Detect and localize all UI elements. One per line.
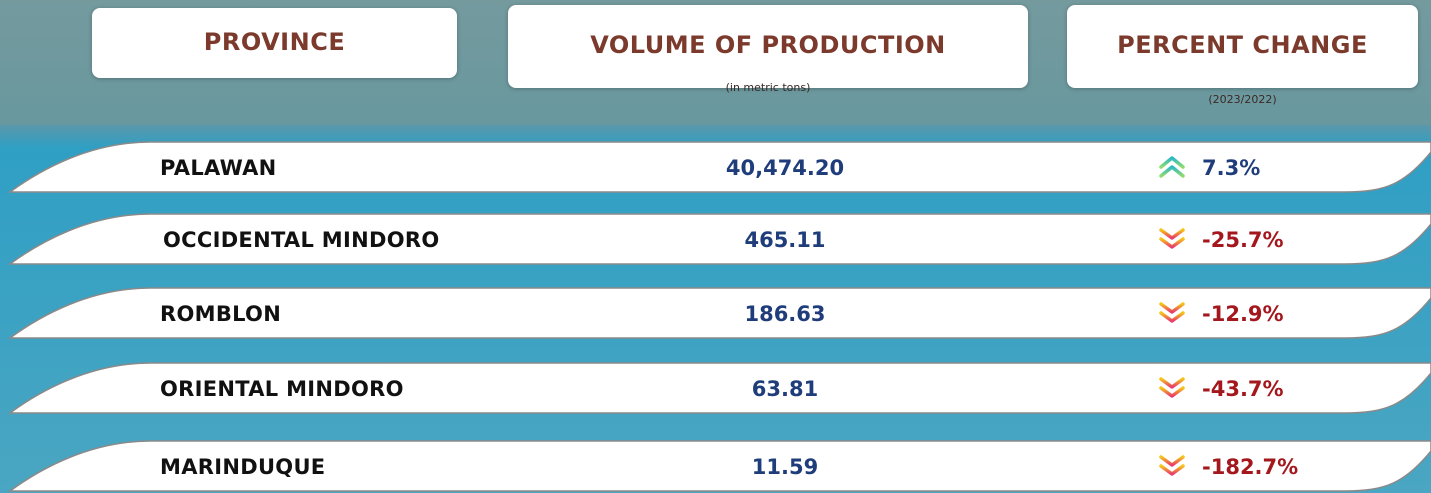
volume: 40,474.20 (635, 153, 935, 183)
percent-change: -182.7% (1202, 452, 1298, 482)
province: OCCIDENTAL MINDORO (163, 225, 439, 255)
header-cell: VOLUME OF PRODUCTION (in metric tons) (508, 5, 1028, 88)
header-cell: PERCENT CHANGE (2023/2022) (1067, 5, 1418, 88)
volume: 465.11 (635, 225, 935, 255)
header-subtitle: (in metric tons) (508, 81, 1028, 94)
header-title: VOLUME OF PRODUCTION (508, 31, 1028, 59)
volume: 186.63 (635, 299, 935, 329)
percent-change: -12.9% (1202, 299, 1284, 329)
percent-change: 7.3% (1202, 153, 1260, 183)
volume: 11.59 (635, 452, 935, 482)
province: MARINDUQUE (160, 452, 325, 482)
percent-change: -25.7% (1202, 225, 1284, 255)
header-subtitle: (2023/2022) (1067, 93, 1418, 106)
province: ROMBLON (160, 299, 281, 329)
province: PALAWAN (160, 153, 277, 183)
header-title: PROVINCE (92, 28, 457, 56)
header-title: PERCENT CHANGE (1067, 31, 1418, 59)
province: ORIENTAL MINDORO (160, 374, 404, 404)
page: {"header": {"columns": [ {"title": "PROV… (0, 0, 1431, 493)
volume: 63.81 (635, 374, 935, 404)
header-cell: PROVINCE (92, 8, 457, 78)
percent-change: -43.7% (1202, 374, 1284, 404)
